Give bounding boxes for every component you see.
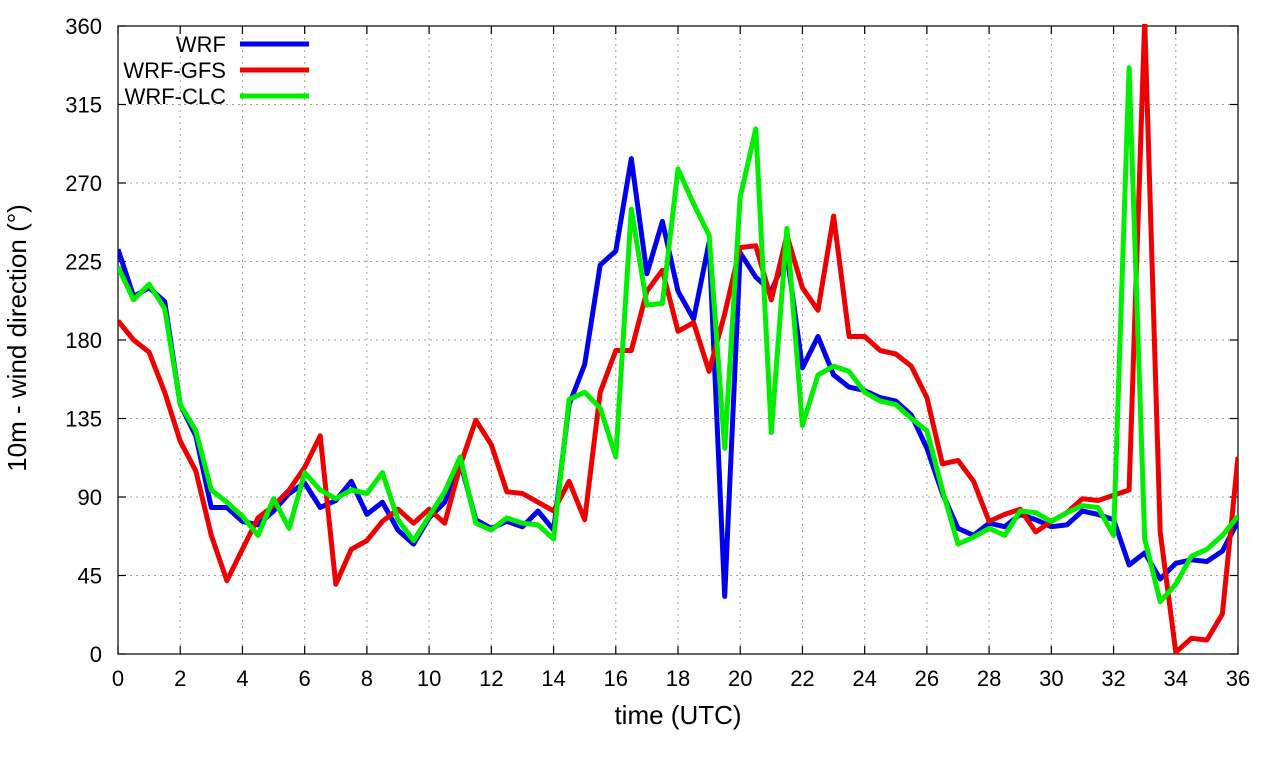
axis-ticks: 0 2 4 6 8 10 12 14 16 18 20 22 24 26 28 30 32 34 360459013… xyxy=(65,14,1250,691)
x-tick-label: 26 xyxy=(915,666,939,691)
legend-label: WRF xyxy=(176,32,226,57)
y-tick-label: 135 xyxy=(65,407,102,432)
x-tick-label: 22 xyxy=(790,666,814,691)
x-tick-label: 10 xyxy=(417,666,441,691)
x-tick-label: 32 xyxy=(1101,666,1125,691)
x-tick-label: 12 xyxy=(479,666,503,691)
y-tick-label: 225 xyxy=(65,250,102,275)
x-tick-label: 16 xyxy=(604,666,628,691)
y-axis-title: 10m - wind direction (°) xyxy=(2,204,32,472)
y-tick-label: 0 xyxy=(90,642,102,667)
legend-label: WRF-GFS xyxy=(123,58,226,83)
x-tick-label: 2 xyxy=(174,666,186,691)
x-tick-label: 30 xyxy=(1039,666,1063,691)
x-tick-label: 36 xyxy=(1226,666,1250,691)
x-tick-label: 18 xyxy=(666,666,690,691)
x-tick-label: 34 xyxy=(1164,666,1188,691)
series-line-wrf xyxy=(118,156,1238,599)
x-tick-label: 14 xyxy=(541,666,565,691)
x-tick-label: 24 xyxy=(852,666,876,691)
x-tick-label: 0 xyxy=(112,666,124,691)
y-tick-label: 45 xyxy=(78,564,102,589)
y-tick-label: 315 xyxy=(65,93,102,118)
y-tick-label: 270 xyxy=(65,171,102,196)
y-tick-label: 90 xyxy=(78,485,102,510)
x-tick-label: 28 xyxy=(977,666,1001,691)
series-line-wrf-clc xyxy=(118,65,1238,605)
x-tick-label: 20 xyxy=(728,666,752,691)
series-lines xyxy=(118,24,1238,655)
y-tick-label: 180 xyxy=(65,328,102,353)
grid xyxy=(118,26,1238,654)
x-tick-label: 6 xyxy=(299,666,311,691)
series-line-wrf-gfs xyxy=(118,24,1238,655)
legend-label: WRF-CLC xyxy=(125,84,227,109)
x-tick-label: 4 xyxy=(236,666,248,691)
y-tick-label: 360 xyxy=(65,14,102,39)
x-axis-title: time (UTC) xyxy=(614,700,741,730)
x-tick-label: 8 xyxy=(361,666,373,691)
